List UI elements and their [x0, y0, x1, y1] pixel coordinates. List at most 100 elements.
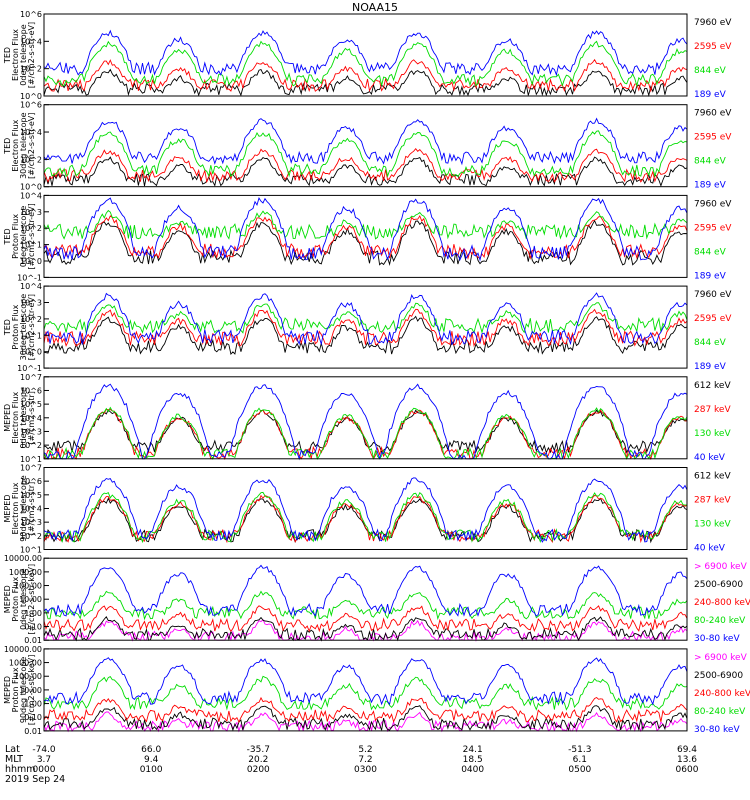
x-tick-lat: -74.0: [32, 745, 56, 755]
legend-entry: > 6900 keV: [694, 653, 748, 663]
y-axis-label-line: 0deg telescope: [19, 206, 28, 267]
panel-8: 0.01 0.10 1.00 10.00 100.00 1000.00 10000.00 ME…: [3, 645, 750, 736]
series-line-4-3: [43, 302, 688, 335]
legend-entry: 2500-6900: [694, 580, 743, 590]
legend-entry: 7960 eV: [694, 199, 732, 209]
x-tick-hhmm: 0500: [568, 765, 591, 775]
y-tick-label: 1.00: [24, 700, 42, 709]
y-axis-label-line: Electron Flux: [11, 29, 20, 81]
y-tick-label: 10^0: [20, 92, 42, 101]
x-tick-hhmm: 0600: [676, 765, 699, 775]
y-axis-label-line: 90deg telescope: [19, 657, 28, 724]
series-line-2-1: [43, 156, 688, 188]
y-tick-label: 10^2: [20, 155, 42, 164]
y-tick-label: 10^2: [20, 441, 42, 450]
y-axis-label-line: MEPED: [3, 585, 12, 613]
y-axis-label-line: [#/cm2-s-str-eV]: [27, 22, 36, 88]
series-line-6-3: [43, 491, 688, 544]
panel-frame: [43, 285, 688, 369]
y-tick-label: 10000.00: [4, 554, 42, 563]
y-axis-label-line: Proton Flux: [11, 667, 20, 712]
y-axis-label-line: 0deg telescope: [19, 568, 28, 629]
x-tick-mlt: 20.2: [248, 755, 268, 765]
x-row-label-lat: Lat: [5, 744, 20, 755]
legend-entry: 30-80 keV: [694, 634, 740, 644]
x-tick-hhmm: 0400: [461, 765, 484, 775]
legend-entry: 2500-6900: [694, 671, 743, 681]
y-tick-label: 10^7: [20, 464, 42, 473]
y-axis-label-line: [#/cm2-s-str]: [27, 391, 36, 444]
y-tick-label: 10^4: [20, 128, 42, 137]
y-tick-label: 1.00: [24, 609, 42, 618]
legend-entry: 612 keV: [694, 472, 731, 482]
series-line-2-4: [43, 117, 688, 166]
y-axis-label-line: [#/cm2-s-str-keV]: [27, 655, 36, 726]
legend-entry: 7960 eV: [694, 18, 732, 28]
legend-entry: 189 eV: [694, 362, 727, 372]
legend-entry: 130 keV: [694, 429, 731, 439]
legend-entry: 189 eV: [694, 181, 727, 191]
y-tick-label: 10^3: [20, 427, 42, 436]
legend-entry: 612 keV: [694, 381, 731, 391]
y-axis-label-line: TED: [3, 47, 12, 64]
y-axis-label-line: 0deg telescope: [19, 387, 28, 448]
legend-entry: 7960 eV: [694, 290, 732, 300]
y-tick-label: 0.10: [24, 623, 42, 632]
legend-entry: 130 keV: [694, 520, 731, 530]
panel-7: 0.01 0.10 1.00 10.00 100.00 1000.00 10000.00 ME…: [3, 554, 750, 645]
y-tick-label: 10^7: [20, 373, 42, 382]
x-tick-mlt: 3.7: [37, 755, 51, 765]
series-line-7-5: [43, 564, 688, 617]
y-axis-label-line: [#/cm2-s-str-eV]: [27, 294, 36, 360]
y-tick-label: 10^6: [20, 477, 42, 486]
series-line-4-2: [43, 308, 688, 347]
legend-entry: 844 eV: [694, 247, 727, 257]
y-tick-label: 10^2: [20, 532, 42, 541]
y-tick-label: 10^4: [20, 282, 42, 291]
y-axis-label-line: [#/cm2-s-str]: [27, 482, 36, 535]
y-tick-label: 1000.00: [9, 568, 42, 577]
y-tick-label: 10^3: [20, 208, 42, 217]
y-axis-label-line: TED: [3, 228, 12, 245]
y-tick-label: 10.00: [19, 595, 42, 604]
legend-entry: 844 eV: [694, 66, 727, 76]
legend-entry: 2595 eV: [694, 314, 732, 324]
y-tick-label: 10^1: [20, 546, 42, 555]
panel-frame: [43, 104, 688, 188]
x-tick-mlt: 7.2: [358, 755, 372, 765]
series-line-8-4: [43, 675, 688, 711]
series-line-2-2: [43, 147, 688, 184]
series-line-1-3: [43, 40, 688, 88]
x-tick-lat: -35.7: [247, 745, 270, 755]
x-row-label-mlt: MLT: [5, 754, 23, 765]
y-tick-label: 10^2: [20, 224, 42, 233]
legend-entry: 2595 eV: [694, 133, 732, 143]
y-axis-label-line: TED: [3, 319, 12, 336]
y-tick-label: 10^-1: [17, 273, 42, 282]
y-tick-label: 10^1: [20, 455, 42, 464]
y-tick-label: 10^1: [20, 331, 42, 340]
y-tick-label: 0.01: [24, 727, 42, 736]
panel-3: 10^-1 10^0 10^1 10^2 10^3 10^4 TED Proton Flux 0…: [3, 191, 732, 282]
legend-entry: 287 keV: [694, 405, 731, 415]
legend-entry: 40 keV: [694, 453, 726, 463]
series-line-2-3: [43, 130, 688, 178]
y-tick-label: 10^4: [20, 414, 42, 423]
series-line-1-2: [43, 58, 688, 93]
y-tick-label: 10^-1: [17, 364, 42, 373]
legend-entry: 7960 eV: [694, 109, 732, 119]
series-line-3-3: [43, 209, 688, 240]
y-tick-label: 10^5: [20, 491, 42, 500]
y-axis-label-line: Electron Flux: [11, 119, 20, 171]
panel-frame: [43, 376, 688, 460]
y-tick-label: 1000.00: [9, 659, 42, 668]
legend-entry: 80-240 keV: [694, 616, 746, 626]
legend-entry: 2595 eV: [694, 223, 732, 233]
panel-1: 10^0 10^2 10^4 10^6 TED Electron Flux 0deg tel…: [3, 10, 732, 101]
y-tick-label: 10^2: [20, 65, 42, 74]
y-axis-label-line: 30deg telescope: [19, 112, 28, 179]
y-tick-label: 100.00: [14, 582, 42, 591]
series-line-7-4: [43, 590, 688, 621]
y-axis-label-line: [#/cm2-s-str-eV]: [27, 203, 36, 269]
